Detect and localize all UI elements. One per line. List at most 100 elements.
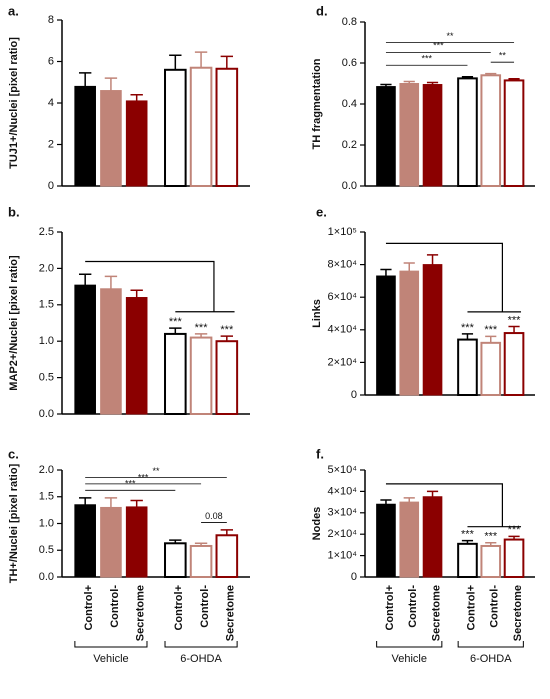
error-bar	[220, 335, 234, 342]
y-tick-label: 0.0	[39, 408, 54, 420]
y-tick-label: 4×10⁴	[327, 324, 357, 336]
y-tick-label: 0.0	[39, 571, 54, 583]
group-bracket	[85, 260, 235, 313]
error-bar	[194, 51, 208, 68]
comparison-label: **	[446, 31, 454, 41]
bar	[100, 288, 122, 415]
significance-label: ***	[484, 531, 498, 543]
x-tick-label: Secretome	[430, 585, 442, 641]
error-bar	[485, 542, 497, 546]
error-bar	[508, 325, 520, 334]
panel-label: a.	[8, 3, 19, 18]
y-axis-title: TH+/Nuclei [pixel ratio]	[8, 463, 20, 583]
bar	[376, 503, 396, 578]
comparison-label: 0.08	[205, 511, 223, 521]
y-axis-title: TUJ1+/Nuclei [pixel ratio]	[8, 37, 20, 169]
error-bar	[130, 289, 143, 298]
error-bar	[194, 333, 208, 338]
y-tick-label: 1.0	[39, 335, 54, 347]
significance-label: ***	[484, 324, 498, 336]
bar	[422, 84, 443, 187]
error-bar	[485, 72, 497, 76]
error-bar	[426, 81, 439, 85]
bar	[100, 90, 122, 187]
bar	[215, 340, 239, 416]
y-tick-label: 2.5	[39, 226, 54, 238]
y-tick-label: 3×10⁴	[327, 507, 357, 519]
bar	[457, 77, 478, 187]
group-axis-bracket	[376, 641, 443, 648]
error-bar	[78, 72, 92, 87]
group-label: 6-OHDA	[470, 653, 512, 665]
comparison-label: **	[499, 51, 507, 61]
group-axis-bracket	[74, 641, 148, 648]
y-tick-label: 2×10⁴	[327, 528, 357, 540]
y-tick-label: 4	[48, 97, 54, 109]
significance-label: ***	[461, 322, 475, 334]
group-bracket	[385, 242, 522, 313]
y-axis-title: TH fragmentation	[311, 58, 323, 149]
bar	[74, 504, 96, 578]
bar	[480, 341, 502, 396]
bar	[164, 332, 187, 416]
bar	[480, 544, 502, 578]
error-bar	[403, 262, 415, 272]
error-bar	[169, 539, 182, 544]
panel-label: c.	[8, 446, 19, 461]
error-bar	[194, 542, 208, 546]
x-tick-label: Control+	[173, 585, 185, 631]
bar	[74, 85, 96, 187]
y-tick-label: 8	[48, 14, 54, 26]
x-tick-label: Secretome	[512, 585, 524, 641]
significance-label: ***	[195, 322, 209, 334]
x-tick-label: Control-	[109, 585, 121, 628]
group-label: 6-OHDA	[180, 653, 222, 665]
y-tick-label: 0	[351, 389, 357, 401]
y-tick-label: 1×10⁴	[327, 550, 357, 562]
bar	[74, 284, 96, 415]
comparison-label: **	[152, 466, 160, 476]
x-tick-label: Control+	[384, 585, 396, 631]
y-tick-label: 0.2	[342, 139, 357, 151]
y-tick-label: 4×10⁴	[327, 485, 357, 497]
error-bar	[508, 78, 520, 81]
bar	[399, 270, 420, 396]
error-bar	[461, 333, 474, 340]
y-tick-label: 0	[351, 571, 357, 583]
y-tick-label: 2.0	[39, 464, 54, 476]
error-bar	[461, 539, 474, 544]
bar	[399, 83, 420, 187]
bar	[125, 506, 148, 578]
error-bar	[78, 273, 92, 286]
y-tick-label: 8×10⁴	[327, 259, 357, 271]
bar	[164, 68, 187, 187]
bar	[189, 336, 213, 415]
panel-label: b.	[8, 204, 20, 219]
error-bar	[380, 499, 392, 505]
x-tick-label: Control-	[199, 585, 211, 628]
error-bar	[169, 54, 182, 70]
error-bar	[104, 497, 118, 508]
bar	[480, 74, 502, 187]
error-bar	[426, 490, 439, 497]
y-tick-label: 0.6	[342, 57, 357, 69]
x-tick-label: Control-	[489, 585, 501, 628]
y-tick-label: 2.0	[39, 262, 54, 274]
y-tick-label: 2×10⁴	[327, 356, 357, 368]
bar	[457, 542, 478, 579]
bar	[422, 496, 443, 578]
significance-label: ***	[508, 314, 522, 326]
y-tick-label: 6	[48, 55, 54, 67]
error-bar	[104, 77, 118, 91]
error-bar	[169, 327, 182, 334]
y-axis-title: Nodes	[311, 507, 323, 541]
x-tick-label: Secretome	[135, 585, 147, 641]
error-bar	[220, 529, 234, 536]
y-tick-label: 0.4	[342, 98, 357, 110]
group-bracket	[385, 483, 522, 528]
bar	[503, 538, 525, 578]
bar	[164, 542, 187, 578]
panel-label: e.	[316, 204, 327, 219]
bar	[376, 86, 396, 187]
